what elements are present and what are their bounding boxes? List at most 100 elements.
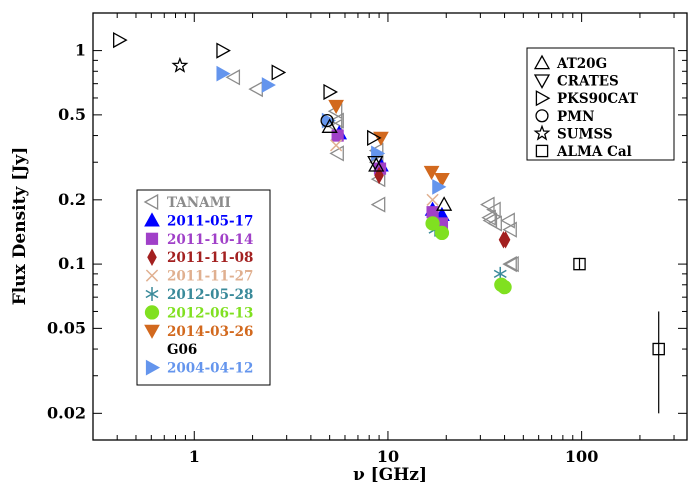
legend-marker	[144, 324, 160, 339]
legend-marker	[143, 193, 159, 211]
data-point	[323, 83, 338, 101]
legend-marker	[535, 90, 551, 107]
data-point	[331, 129, 344, 142]
data-point	[500, 231, 511, 249]
legend-label: PKS90CAT	[557, 91, 638, 107]
legend-marker	[144, 212, 160, 227]
y-tick-label: 0.1	[58, 254, 86, 273]
legend-marker	[145, 359, 161, 376]
legend-item-alma-cal: ALMA Cal	[535, 144, 632, 160]
x-tick-label: 100	[565, 447, 598, 466]
data-point	[225, 69, 241, 86]
legend-item-pks90cat: PKS90CAT	[535, 90, 638, 107]
data-point	[480, 196, 495, 213]
data-point	[497, 279, 512, 295]
y-tick-label: 0.5	[58, 105, 86, 124]
legend-marker	[535, 109, 549, 123]
series-pks90cat	[113, 31, 382, 147]
y-axis-title: Flux Density [Jy]	[10, 147, 30, 306]
data-point	[487, 215, 502, 232]
legend-marker	[535, 144, 549, 158]
legend-label: 2011-11-27	[167, 269, 253, 285]
series-pmn	[320, 114, 334, 128]
data-point	[171, 56, 189, 73]
axis-ticks	[92, 13, 687, 440]
data-point	[486, 201, 501, 218]
x-tick-label: 1	[189, 447, 200, 466]
legend-item-2012-06-13: 2012-06-13	[144, 305, 253, 321]
legend-label: 2012-05-28	[167, 287, 253, 303]
data-point	[329, 145, 344, 162]
legend-item-2011-10-14: 2011-10-14	[145, 232, 253, 248]
data-point	[113, 31, 128, 49]
legend-label: SUMSS	[557, 126, 613, 142]
legend-item-tanami: TANAMI	[143, 193, 231, 211]
data-point	[481, 209, 496, 226]
legend-marker	[145, 269, 159, 282]
legend-label: CRATES	[557, 74, 619, 90]
data-point	[374, 166, 384, 185]
data-point	[248, 81, 263, 98]
data-point	[652, 342, 665, 356]
legend-marker	[144, 305, 160, 320]
data-point	[423, 165, 440, 181]
data-point	[502, 255, 517, 273]
legend-label: 2004-04-12	[167, 361, 253, 377]
data-point	[261, 77, 276, 93]
data-point	[426, 193, 439, 206]
epoch-legend: TANAMI 2011-05-17 2011-10-14 2011-11-08 2011…	[136, 189, 271, 386]
data-point	[436, 196, 453, 211]
legend-marker	[145, 232, 159, 245]
legend-label: PMN	[557, 109, 594, 125]
series-2012-06-13	[425, 216, 512, 295]
data-point	[426, 206, 439, 219]
legend-label: G06	[167, 342, 197, 358]
series-2004-04-12	[216, 65, 447, 195]
legend-item-at20g: AT20G	[533, 54, 607, 72]
data-point	[500, 212, 515, 229]
data-point	[216, 65, 231, 82]
legend-item-crates: CRATES	[533, 74, 619, 90]
x-axis-title: ν [GHz]	[353, 465, 427, 485]
y-tick-label: 1	[75, 41, 86, 60]
series-sumss	[171, 56, 189, 73]
legend-item-2011-05-17: 2011-05-17	[144, 212, 253, 229]
legend-marker	[533, 124, 551, 141]
legend-item-pmn: PMN	[535, 109, 594, 125]
data-point	[502, 221, 517, 238]
data-point	[504, 255, 519, 273]
legend-label: 2011-05-17	[167, 213, 253, 229]
data-point	[271, 64, 287, 81]
data-point	[367, 129, 382, 147]
epoch-legend-box	[136, 189, 271, 386]
legend-label: 2011-10-14	[167, 232, 253, 248]
data-point	[434, 173, 450, 188]
data-point	[320, 114, 334, 128]
plot-frame	[92, 12, 688, 441]
legend-label: ALMA Cal	[556, 144, 632, 160]
legend-marker	[533, 74, 551, 89]
legend-label: TANAMI	[167, 195, 231, 211]
legend-label: 2011-11-08	[167, 250, 253, 266]
x-tick-label: 10	[377, 447, 399, 466]
legend-marker	[145, 287, 159, 301]
y-tick-label: 0.2	[58, 190, 86, 209]
legend-item-2004-04-12: 2004-04-12	[145, 359, 253, 377]
series-crates	[367, 155, 384, 171]
catalog-legend-box	[526, 47, 675, 161]
data-point	[434, 225, 450, 241]
data-point	[432, 179, 447, 195]
series-alma-cal	[573, 257, 665, 414]
data-point	[367, 155, 384, 171]
data-point	[329, 139, 343, 152]
legend-label: 2014-03-26	[167, 324, 253, 340]
data-point	[425, 216, 440, 231]
legend-item-2014-03-26: 2014-03-26	[144, 324, 253, 340]
legend-item-sumss: SUMSS	[533, 124, 613, 142]
data-point	[329, 112, 344, 129]
series-2011-11-08	[374, 166, 511, 249]
legend-item-2011-11-08: 2011-11-08	[147, 248, 253, 266]
tick-labels: 1 10 100 0.02 0.05 0.1 0.2 0.5 1	[47, 41, 598, 466]
